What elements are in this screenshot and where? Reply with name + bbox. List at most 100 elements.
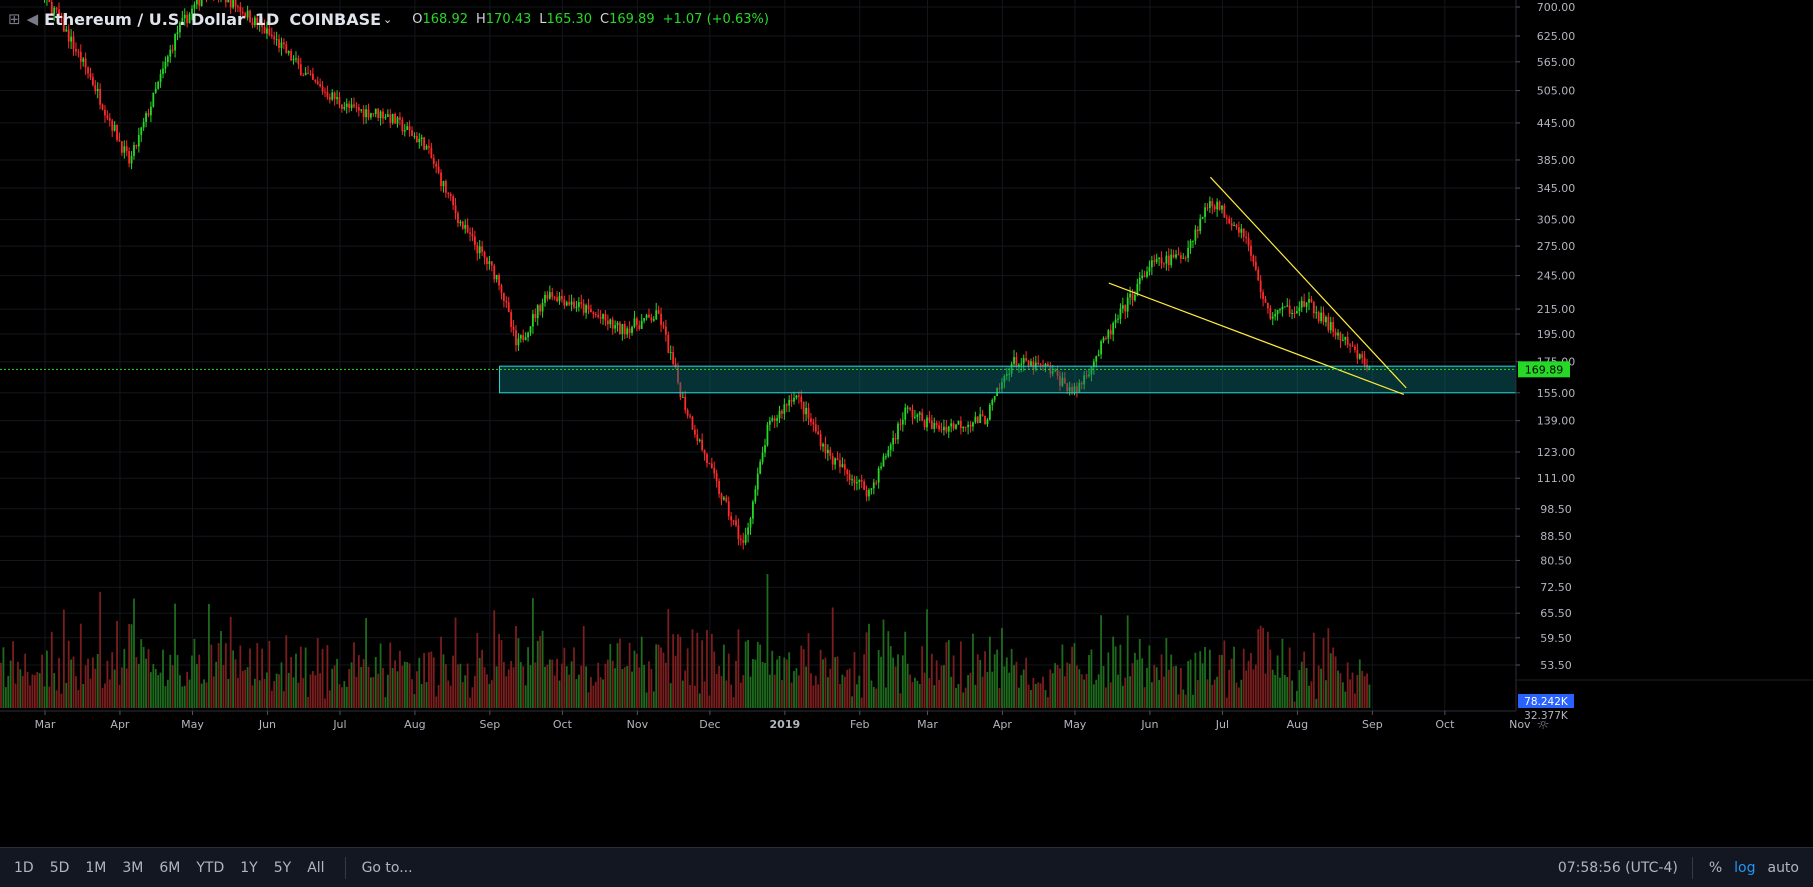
volume-bar (558, 680, 561, 708)
volume-bar (193, 638, 196, 708)
candle-body (563, 299, 566, 306)
volume-bar (314, 675, 317, 708)
candle-body (863, 481, 866, 491)
clock-display[interactable]: 07:58:56 (UTC-4) (1557, 860, 1678, 876)
candle-body (1046, 363, 1049, 366)
time-tick-label: Jun (258, 718, 276, 731)
candle-body (1005, 374, 1008, 376)
time-tick-label: Jul (332, 718, 346, 731)
candle-body (1322, 312, 1325, 323)
range-6m-button[interactable]: 6M (159, 859, 181, 876)
candle-body (621, 324, 624, 334)
candle-body (150, 106, 152, 116)
range-5d-button[interactable]: 5D (49, 859, 70, 876)
candle-body (923, 420, 926, 428)
candle-body (715, 473, 718, 482)
volume-bar (839, 683, 841, 708)
candle-body (553, 296, 556, 298)
candle-body (667, 334, 670, 353)
log-scale-toggle[interactable]: log (1734, 860, 1756, 876)
candle-body (933, 423, 936, 429)
volume-bar (1303, 651, 1306, 708)
volume-bar (1105, 687, 1107, 708)
range-1d-button[interactable]: 1D (14, 859, 34, 876)
volume-bar (529, 665, 532, 708)
range-3m-button[interactable]: 3M (122, 859, 144, 876)
volume-bar (186, 671, 189, 708)
range-5y-button[interactable]: 5Y (273, 859, 292, 876)
candle-body (486, 257, 488, 264)
volume-bar (452, 655, 455, 708)
candle-body (227, 0, 230, 3)
candle-body (921, 412, 924, 421)
candle-body (1189, 241, 1192, 248)
volume-bar (1184, 694, 1187, 708)
symbol-title[interactable]: Ethereum / U.S. Dollar (44, 9, 245, 29)
range-1m-button[interactable]: 1M (85, 859, 107, 876)
range-1y-button[interactable]: 1Y (240, 859, 258, 876)
volume-bar (1223, 640, 1226, 708)
interval-label[interactable]: 1D (254, 9, 280, 29)
candle-body (1167, 255, 1170, 266)
chart-legend: ⊞ ◀ Ethereum / U.S. Dollar 1D COINBASE ⌄… (0, 0, 1750, 38)
candle-body (386, 114, 389, 117)
candle-body (672, 352, 675, 364)
candle-body (1172, 254, 1175, 258)
candle-body (389, 114, 392, 123)
volume-bar (1042, 676, 1044, 708)
goto-date-button[interactable]: Go to... (361, 859, 413, 876)
candle-body (577, 302, 580, 307)
candle-body (1276, 309, 1279, 315)
volume-bar (1358, 659, 1361, 708)
volume-bar (326, 645, 329, 708)
volume-bar (1044, 690, 1047, 708)
volume-bar (1216, 676, 1219, 708)
volume-bar (476, 633, 479, 708)
last-price-label: 169.89 (1525, 363, 1564, 376)
volume-bar (1027, 684, 1030, 708)
candle-body (565, 302, 568, 306)
volume-bar (660, 647, 662, 708)
volume-bar (258, 680, 261, 708)
range-all-button[interactable]: All (307, 859, 325, 876)
candle-body (179, 22, 181, 33)
volume-bar (423, 652, 426, 708)
candle-body (517, 338, 520, 346)
volume-bar (889, 646, 892, 708)
volume-bar (336, 658, 338, 708)
volume-bar (1131, 663, 1134, 708)
collapse-arrow-icon[interactable]: ◀ (26, 10, 39, 28)
candle-body (280, 42, 283, 49)
chevron-down-icon[interactable]: ⌄ (383, 12, 393, 26)
volume-bar (752, 659, 754, 708)
exchange-label[interactable]: COINBASE (289, 9, 382, 29)
candle-body (1160, 257, 1163, 264)
time-axis[interactable]: Mar Apr May Jun Jul Aug Sep Oct Nov Dec 2019 Feb Mar… (0, 710, 1550, 736)
auto-scale-toggle[interactable]: auto (1767, 860, 1799, 876)
percent-scale-toggle[interactable]: % (1708, 860, 1723, 876)
volume-bar (921, 646, 924, 708)
volume-bar (428, 652, 430, 708)
range-ytd-button[interactable]: YTD (196, 859, 225, 876)
candle-body (1346, 337, 1349, 345)
volume-bar (573, 647, 575, 708)
volume-bar (619, 638, 621, 708)
candle-body (1078, 382, 1081, 392)
candle-body (198, 0, 201, 6)
candle-body (382, 111, 384, 119)
volume-bar (1264, 673, 1267, 708)
volume-bar (575, 679, 578, 708)
price-chart[interactable]: 700.00 625.00 565.00 505.00 445.00 385.00 345.… (0, 0, 1813, 847)
volume-bar (319, 673, 322, 708)
candle-body (592, 312, 595, 315)
candle-body (140, 127, 143, 135)
volume-bar (524, 685, 527, 708)
expand-square-icon[interactable]: ⊞ (8, 10, 21, 28)
volume-bar (527, 647, 529, 708)
volume-bar (1150, 682, 1153, 708)
candle-body (911, 409, 914, 418)
volume-bar (394, 660, 396, 708)
volume-bar (212, 676, 215, 708)
candle-body (834, 458, 837, 465)
candle-body (660, 313, 662, 325)
